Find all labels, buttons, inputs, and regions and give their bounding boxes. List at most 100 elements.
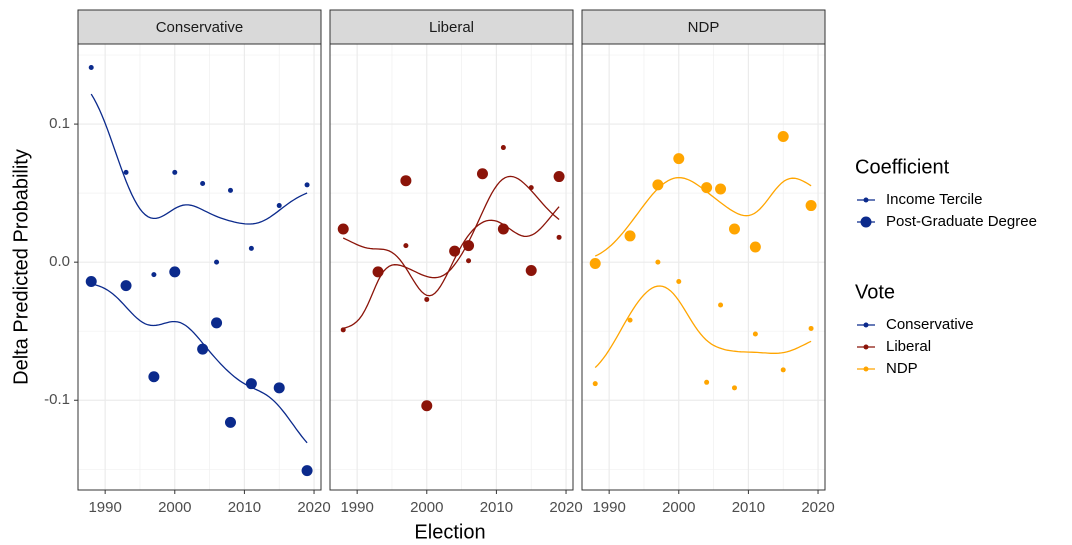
point <box>340 327 346 333</box>
x-tick-label: 2000 <box>158 499 191 516</box>
point <box>704 379 710 385</box>
point <box>120 280 132 292</box>
point <box>337 223 349 235</box>
x-tick-label: 1990 <box>340 499 373 516</box>
x-tick-label: 2000 <box>662 499 695 516</box>
point <box>589 258 601 270</box>
point <box>780 367 786 373</box>
legend-entry: Post-Graduate Degree <box>886 213 1037 230</box>
x-tick-label: 2000 <box>410 499 443 516</box>
x-tick-label: 2020 <box>801 499 834 516</box>
point <box>627 317 633 323</box>
smooth-line <box>343 175 560 329</box>
legend-entry: NDP <box>886 360 918 377</box>
point <box>655 259 661 265</box>
legend-key-dot <box>863 366 869 372</box>
panel-background <box>78 44 321 490</box>
point <box>525 264 537 276</box>
point <box>715 183 727 195</box>
point <box>676 278 682 284</box>
legend-entry: Liberal <box>886 338 931 355</box>
y-tick-label: 0.0 <box>49 253 70 270</box>
panel-background <box>582 44 825 490</box>
point <box>731 385 737 391</box>
point <box>500 145 506 151</box>
point <box>276 203 282 209</box>
point <box>197 343 209 355</box>
legend-key-dot <box>860 216 872 228</box>
point <box>151 272 157 278</box>
smooth-line <box>91 283 308 444</box>
point <box>805 200 817 212</box>
x-tick-label: 1990 <box>88 499 121 516</box>
legend-entry: Conservative <box>886 316 974 333</box>
strip-label: Liberal <box>429 19 474 36</box>
point <box>752 331 758 337</box>
x-tick-label: 2020 <box>549 499 582 516</box>
point <box>372 266 384 278</box>
point <box>200 180 206 186</box>
point <box>463 240 475 252</box>
point <box>497 223 509 235</box>
point <box>301 465 313 477</box>
strip-label: NDP <box>688 19 720 36</box>
point <box>248 245 254 251</box>
x-tick-label: 2010 <box>480 499 513 516</box>
point <box>749 241 761 253</box>
point <box>214 259 220 265</box>
point <box>424 296 430 302</box>
legend-entry: Income Tercile <box>886 191 982 208</box>
point <box>245 378 257 390</box>
point <box>85 275 97 287</box>
x-tick-label: 2020 <box>297 499 330 516</box>
y-tick-label: 0.1 <box>49 115 70 132</box>
panel-background <box>330 44 573 490</box>
point <box>273 382 285 394</box>
point <box>592 381 598 387</box>
x-tick-label: 1990 <box>592 499 625 516</box>
point <box>528 185 534 191</box>
point <box>88 64 94 70</box>
strip <box>329 9 574 45</box>
point <box>123 169 129 175</box>
point <box>227 187 233 193</box>
smooth-line <box>594 285 812 369</box>
legend-title: Coefficient <box>855 156 950 178</box>
y-tick-label: -0.1 <box>44 391 70 408</box>
point <box>304 182 310 188</box>
strip <box>581 9 826 45</box>
point <box>777 131 789 143</box>
point <box>673 153 685 165</box>
legend-key-dot <box>863 322 869 328</box>
legend-key-dot <box>863 344 869 350</box>
point <box>403 243 409 249</box>
point <box>808 325 814 331</box>
point <box>449 245 461 257</box>
x-tick-label: 2010 <box>732 499 765 516</box>
point <box>172 169 178 175</box>
point <box>466 258 472 264</box>
x-tick-label: 2010 <box>228 499 261 516</box>
strip-label: Conservative <box>156 19 244 36</box>
smooth-line <box>342 206 560 297</box>
point <box>718 302 724 308</box>
legend-title: Vote <box>855 281 895 303</box>
point <box>553 171 565 183</box>
point <box>400 175 412 187</box>
point <box>211 317 223 329</box>
point <box>652 179 664 191</box>
y-axis-label: Delta Predicted Probability <box>10 149 32 385</box>
point <box>421 400 433 412</box>
legend-key-dot <box>863 197 869 203</box>
point <box>728 223 740 235</box>
point <box>476 168 488 180</box>
smooth-line <box>90 93 308 225</box>
point <box>148 371 160 383</box>
point <box>224 416 236 428</box>
point <box>701 182 713 194</box>
strip <box>77 9 322 45</box>
x-axis-label: Election <box>414 521 485 543</box>
point <box>556 234 562 240</box>
